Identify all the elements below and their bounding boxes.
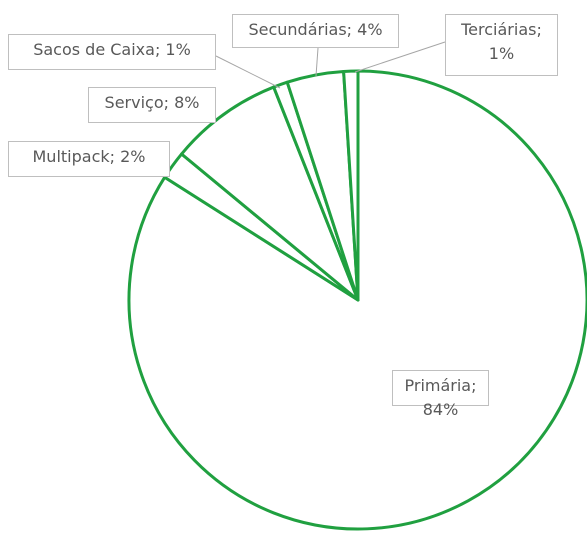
data-label: Sacos de Caixa; 1%: [8, 34, 216, 70]
data-label: Secundárias; 4%: [232, 14, 399, 48]
pie-slice: [180, 85, 360, 302]
leader-line: [215, 55, 281, 89]
leader-line: [315, 47, 319, 77]
data-label: Serviço; 8%: [88, 87, 216, 123]
data-label: Primária; 84%: [392, 370, 489, 419]
data-label: Multipack; 2%: [8, 141, 170, 177]
leader-line: [354, 41, 446, 73]
data-label: Terciárias; 1%: [445, 14, 558, 76]
